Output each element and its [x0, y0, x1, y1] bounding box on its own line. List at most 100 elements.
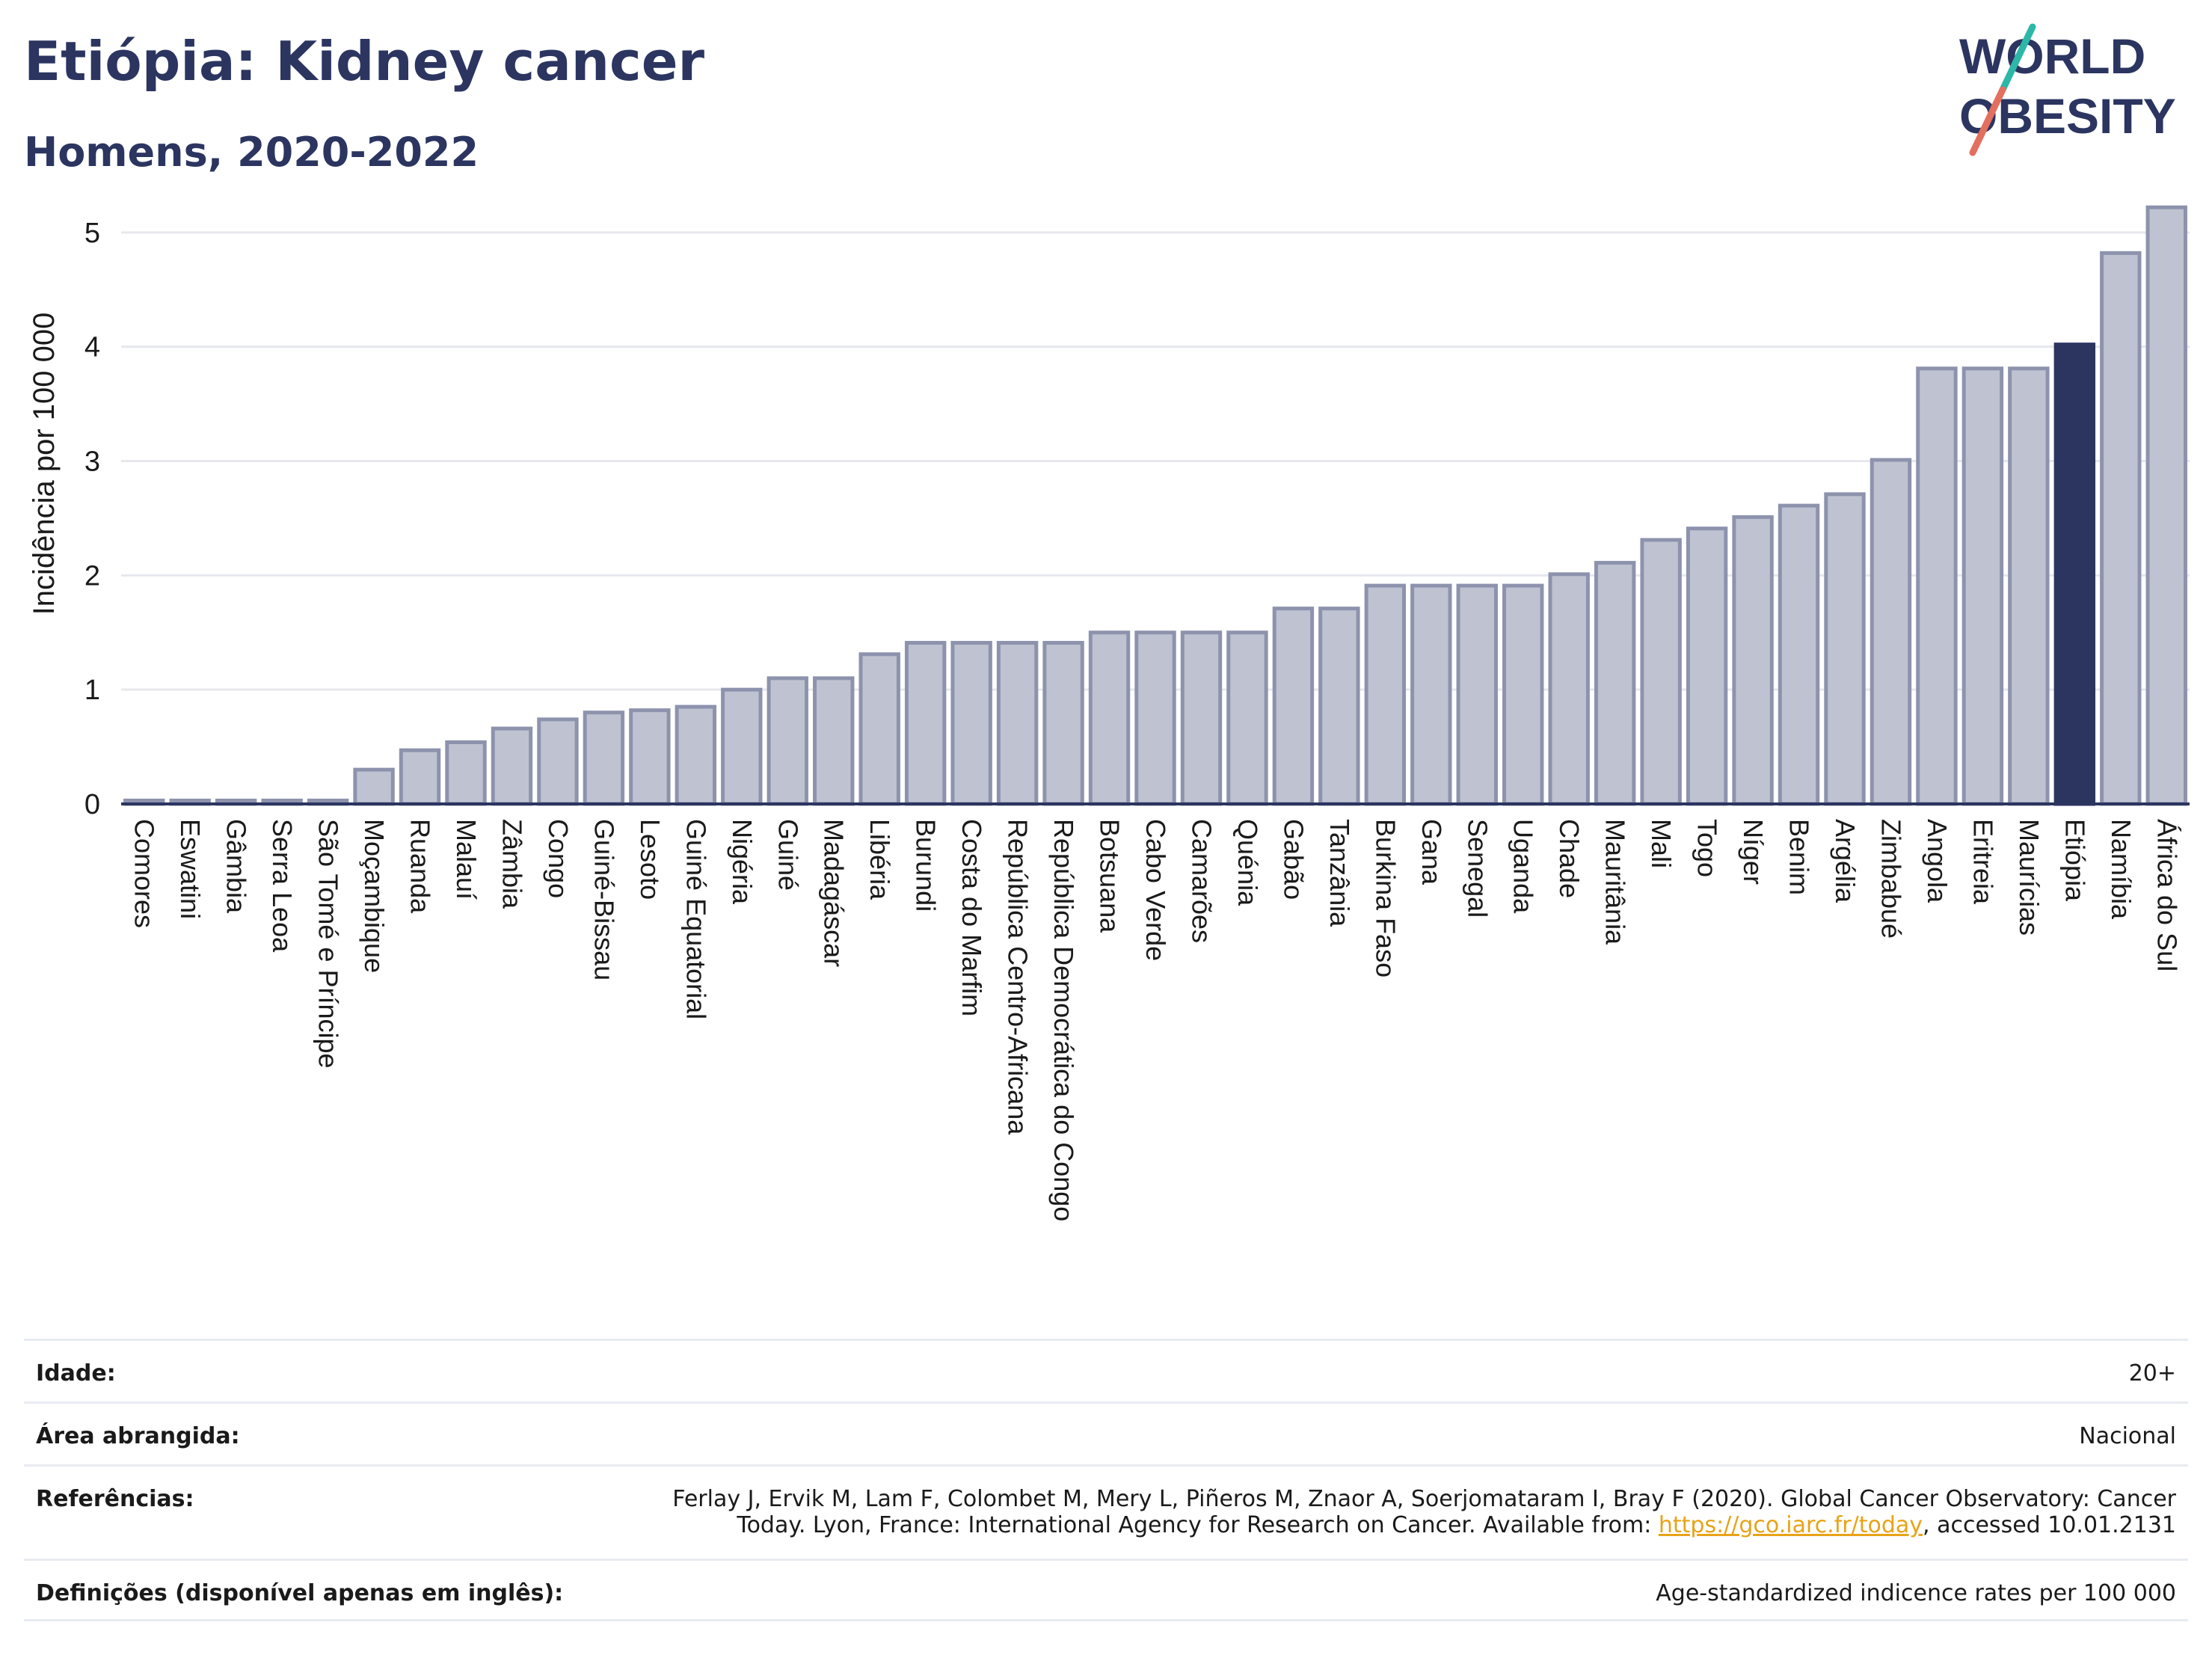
meta-row-references: Referências: Ferlay J, Ervik M, Lam F, C…	[24, 1464, 2188, 1559]
x-axis-labels: Comores Eswatini Gâmbia Serra Leoa São Tomé …	[129, 819, 2183, 1221]
bar	[1961, 366, 2004, 806]
x-tick-label: Madagáscar	[819, 819, 850, 967]
x-tick-label: Nigéria	[727, 819, 758, 905]
bar	[1042, 641, 1084, 806]
reference-line-1: Ferlay J, Ervik M, Lam F, Colombet M, Me…	[672, 1486, 2176, 1512]
bar-highlighted	[2053, 343, 2096, 806]
meta-row-age: Idade: 20+	[24, 1339, 2188, 1401]
bar	[1226, 630, 1268, 806]
bar	[399, 748, 441, 806]
bar	[445, 740, 487, 806]
x-tick-label: Comores	[129, 819, 160, 928]
bar	[353, 767, 395, 806]
x-tick-label: Níger	[1738, 819, 1769, 885]
x-tick-label: Costa do Marfim	[956, 819, 987, 1016]
meta-row-definitions: Definições (disponível apenas em inglês)…	[24, 1559, 2188, 1621]
x-tick-label: Benim	[1784, 819, 1815, 895]
y-tick-label: 5	[85, 218, 100, 249]
x-tick-label: Senegal	[1462, 819, 1493, 918]
bar	[1916, 366, 1958, 806]
x-tick-label: Mali	[1646, 819, 1677, 868]
bar	[904, 641, 947, 806]
bar	[1548, 572, 1590, 806]
y-axis-ticks: 0 1 2 3 4 5	[85, 218, 100, 820]
x-tick-label: Burundi	[911, 819, 941, 912]
bar	[1686, 526, 1728, 806]
meta-value-area: Nacional	[2079, 1423, 2176, 1449]
bar	[629, 708, 671, 806]
x-tick-label: Etiópia	[2059, 819, 2090, 902]
bar	[1870, 458, 1912, 806]
x-tick-label: Zâmbia	[497, 819, 527, 909]
bar	[2008, 366, 2050, 806]
bar	[766, 676, 808, 806]
bar	[1318, 607, 1360, 806]
bar	[1824, 492, 1866, 806]
bar	[1272, 607, 1315, 806]
reference-accessed: , accessed 10.01.2131	[1923, 1512, 2176, 1538]
bar	[2145, 205, 2187, 806]
x-tick-label: República Centro-Africana	[1003, 819, 1033, 1135]
x-tick-label: Namíbia	[2106, 819, 2136, 920]
x-tick-label: Eritreia	[1967, 819, 1998, 905]
x-tick-label: Mauritânia	[1600, 819, 1631, 945]
x-tick-label: Gana	[1416, 819, 1447, 885]
y-tick-label: 1	[85, 675, 100, 706]
x-tick-label: Congo	[543, 819, 574, 898]
chart-title: Etiópia: Kidney cancer	[24, 30, 705, 93]
bars	[123, 205, 2187, 806]
x-tick-label: África do Sul	[2151, 819, 2182, 971]
x-tick-label: Serra Leoa	[267, 819, 298, 953]
bar	[1778, 503, 1820, 806]
reference-link[interactable]: https://gco.iarc.fr/today	[1658, 1512, 1923, 1538]
bar	[1456, 583, 1498, 806]
x-tick-label: Guiné-Bissau	[589, 819, 619, 980]
x-tick-label: Camarões	[1186, 819, 1217, 943]
reference-line-2: Today. Lyon, France: International Agenc…	[672, 1512, 2176, 1538]
bar	[1364, 583, 1407, 806]
x-tick-label: Moçambique	[359, 819, 390, 973]
meta-label-age: Idade:	[36, 1360, 116, 1387]
x-tick-label: São Tomé e Príncipe	[313, 819, 344, 1069]
x-tick-label: República Democrática do Congo	[1048, 819, 1079, 1221]
bar	[721, 687, 763, 806]
meta-label-definitions: Definições (disponível apenas em inglês)…	[36, 1580, 564, 1606]
x-tick-label: Gabão	[1278, 819, 1309, 900]
x-tick-label: Angola	[1922, 819, 1953, 903]
x-tick-label: Togo	[1692, 819, 1723, 877]
bar	[950, 641, 992, 806]
x-tick-label: Maurícias	[2014, 819, 2044, 936]
x-tick-label: Zimbabué	[1875, 819, 1906, 939]
bar	[1180, 630, 1223, 806]
x-tick-label: Malauí	[451, 819, 482, 900]
x-tick-label: Gâmbia	[221, 819, 252, 914]
x-tick-label: Botsuana	[1095, 819, 1125, 933]
meta-row-area: Área abrangida: Nacional	[24, 1401, 2188, 1464]
bar	[491, 726, 533, 806]
bar	[675, 704, 717, 806]
reference-text: Today. Lyon, France: International Agenc…	[737, 1512, 1659, 1538]
chart-subtitle: Homens, 2020-2022	[24, 129, 479, 176]
x-tick-label: Argélia	[1830, 819, 1861, 903]
x-tick-label: Uganda	[1508, 819, 1539, 914]
logo-text-world: WORLD	[1959, 28, 2145, 84]
y-axis-label: Incidência por 100 000	[28, 313, 61, 615]
x-tick-label: Chade	[1554, 819, 1585, 898]
bar	[1732, 515, 1774, 806]
metadata-table: Idade: 20+ Área abrangida: Nacional Refe…	[24, 1339, 2188, 1621]
y-tick-label: 2	[85, 560, 100, 592]
x-tick-label: Guiné Equatorial	[681, 819, 711, 1019]
bar	[813, 676, 855, 806]
bar	[858, 652, 900, 806]
y-tick-label: 3	[85, 446, 100, 478]
bar	[1410, 583, 1452, 806]
meta-value-age: 20+	[2128, 1360, 2176, 1387]
bar	[2100, 251, 2142, 806]
bar	[1594, 561, 1636, 806]
bar	[1134, 630, 1176, 806]
bar	[996, 641, 1039, 806]
bar	[583, 710, 625, 806]
x-tick-label: Ruanda	[405, 819, 436, 914]
x-tick-label: Quénia	[1232, 819, 1263, 906]
meta-value-definitions: Age-standardized indicence rates per 100…	[1656, 1580, 2176, 1606]
